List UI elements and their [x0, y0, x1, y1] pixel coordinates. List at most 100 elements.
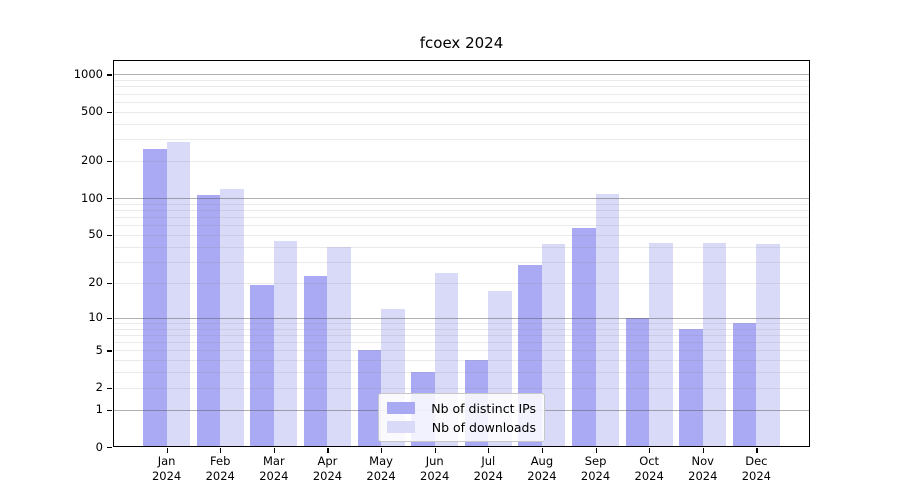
legend: Nb of distinct IPs Nb of downloads — [378, 393, 545, 442]
x-tick-mark — [381, 448, 383, 453]
y-tick-label: 0 — [95, 439, 103, 454]
bar-downloads-apr — [327, 246, 351, 447]
y-tick-label: 1000 — [73, 66, 103, 81]
bar-distinct-ips-dec — [732, 322, 757, 447]
x-tick-label-mar: Mar 2024 — [259, 454, 289, 483]
legend-label-distinct-ips: Nb of distinct IPs — [431, 400, 536, 416]
minor-gridline — [114, 261, 809, 263]
minor-gridline — [114, 217, 809, 219]
y-tick-label: 200 — [81, 153, 103, 168]
plot-area-border — [113, 60, 810, 447]
decade-gridline — [114, 74, 809, 76]
y-tick-mark — [107, 111, 112, 113]
x-tick-mark — [595, 448, 597, 453]
x-tick-label-jun: Jun 2024 — [420, 454, 450, 483]
x-tick-mark — [220, 448, 222, 453]
x-tick-mark — [756, 448, 758, 453]
y-tick-label: 500 — [81, 104, 103, 119]
legend-label-downloads: Nb of downloads — [431, 419, 536, 435]
minor-gridline — [114, 139, 809, 141]
minor-gridline — [114, 387, 809, 389]
bar-distinct-ips-nov — [679, 328, 703, 447]
bar-distinct-ips-may — [357, 350, 382, 447]
minor-gridline — [114, 80, 809, 82]
y-tick-mark — [107, 234, 112, 237]
legend-swatch-downloads-icon — [387, 421, 415, 433]
x-tick-mark — [166, 448, 168, 453]
bar-distinct-ips-feb — [196, 194, 221, 447]
y-tick-mark — [107, 160, 112, 163]
x-tick-mark — [702, 448, 704, 453]
x-tick-mark — [273, 448, 276, 453]
bar-downloads-nov — [702, 242, 727, 447]
minor-gridline — [114, 350, 809, 352]
y-tick-mark — [107, 282, 112, 284]
y-tick-mark — [107, 198, 112, 200]
legend-swatch-distinct-ips-icon — [387, 402, 415, 414]
bar-downloads-jan — [166, 141, 191, 447]
bar-downloads-mar — [273, 240, 298, 447]
bar-downloads-aug — [541, 244, 566, 447]
minor-gridline — [114, 111, 809, 113]
minor-gridline — [114, 322, 809, 324]
bar-downloads-feb — [220, 189, 244, 447]
x-tick-mark — [434, 448, 436, 453]
decade-gridline — [114, 317, 809, 319]
minor-gridline — [114, 203, 809, 205]
y-tick-label: 100 — [81, 190, 103, 205]
minor-gridline — [114, 334, 809, 336]
legend-item-downloads: Nb of downloads — [387, 420, 536, 435]
bar-distinct-ips-apr — [303, 275, 328, 447]
minor-gridline — [114, 160, 809, 162]
y-tick-label: 5 — [95, 342, 103, 357]
minor-gridline — [114, 328, 809, 330]
bar-distinct-ips-jan — [143, 149, 167, 447]
minor-gridline — [114, 246, 809, 248]
minor-gridline — [114, 210, 809, 211]
x-tick-label-jul: Jul 2024 — [473, 454, 503, 483]
x-tick-label-nov: Nov 2024 — [688, 454, 718, 483]
minor-gridline — [114, 123, 809, 125]
y-tick-label: 50 — [88, 227, 103, 242]
y-tick-mark — [107, 447, 112, 449]
minor-gridline — [114, 93, 809, 95]
y-tick-mark — [107, 350, 112, 352]
x-tick-label-jan: Jan 2024 — [151, 454, 182, 483]
minor-gridline — [114, 372, 809, 374]
y-tick-mark — [107, 409, 112, 411]
bar-distinct-ips-oct — [625, 317, 650, 447]
x-tick-mark — [327, 448, 329, 453]
x-tick-mark — [541, 448, 544, 453]
x-tick-label-may: May 2024 — [366, 454, 396, 483]
y-tick-label: 10 — [88, 310, 103, 325]
bar-downloads-dec — [756, 244, 780, 447]
x-tick-label-apr: Apr 2024 — [312, 454, 343, 483]
bar-downloads-sep — [595, 194, 620, 447]
minor-gridline — [114, 101, 809, 103]
bar-distinct-ips-sep — [572, 228, 596, 447]
y-tick-label: 20 — [88, 275, 103, 290]
minor-gridline — [114, 342, 809, 344]
bar-distinct-ips-mar — [250, 285, 274, 447]
chart-title: fcoex 2024 — [419, 34, 504, 52]
y-tick-mark — [107, 387, 112, 389]
x-tick-label-aug: Aug 2024 — [527, 454, 557, 483]
minor-gridline — [114, 234, 809, 236]
bar-downloads-oct — [649, 242, 673, 447]
minor-gridline — [114, 360, 809, 362]
x-tick-label-dec: Dec 2024 — [741, 454, 772, 483]
x-tick-mark — [488, 448, 490, 453]
minor-gridline — [114, 282, 809, 284]
x-tick-label-sep: Sep 2024 — [580, 454, 611, 483]
x-tick-label-oct: Oct 2024 — [634, 454, 664, 483]
x-tick-mark — [649, 448, 651, 453]
y-tick-label: 1 — [95, 402, 103, 417]
legend-item-distinct-ips: Nb of distinct IPs — [387, 401, 536, 416]
x-tick-label-feb: Feb 2024 — [205, 454, 235, 483]
y-tick-mark — [107, 74, 112, 76]
decade-gridline — [114, 198, 809, 200]
y-tick-mark — [107, 317, 112, 319]
